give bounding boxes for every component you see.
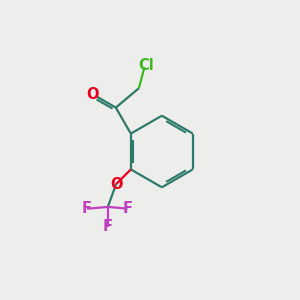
Text: Cl: Cl [138, 58, 154, 73]
Text: O: O [86, 87, 99, 102]
Text: F: F [82, 201, 92, 216]
Text: F: F [103, 219, 113, 234]
Text: O: O [110, 177, 122, 192]
Text: F: F [122, 201, 132, 216]
